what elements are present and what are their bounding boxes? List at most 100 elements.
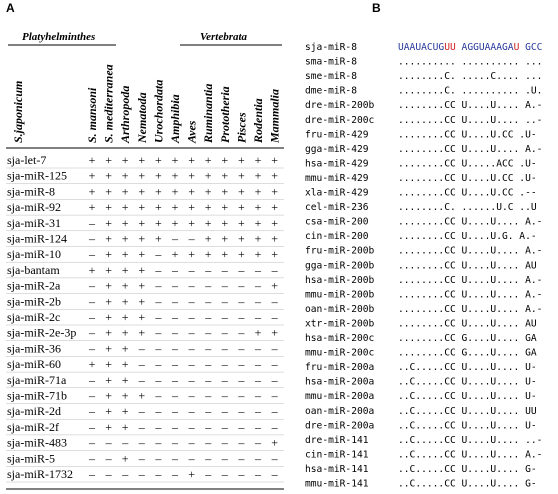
cell: –	[188, 373, 196, 387]
cell: +	[105, 169, 112, 183]
cell: +	[105, 216, 112, 230]
cell: –	[88, 420, 96, 434]
cell: +	[105, 247, 112, 261]
row-label: sja-miR-483	[7, 436, 67, 450]
cell: +	[271, 200, 278, 214]
cell: +	[138, 169, 145, 183]
cell: +	[122, 310, 129, 324]
column-header: Aves	[185, 120, 199, 144]
reference-sequence: UAAUACUGUU AGGUAAAGAU GCC	[398, 42, 543, 53]
cell: –	[138, 357, 146, 371]
cell: +	[138, 184, 145, 198]
cell: +	[238, 247, 245, 261]
cell: +	[122, 357, 129, 371]
panel-label: A	[6, 1, 15, 15]
cell: –	[88, 436, 96, 450]
cell: –	[271, 373, 279, 387]
sequence-name: sme-miR-8	[305, 71, 357, 82]
cell: –	[88, 279, 96, 293]
cell: –	[221, 404, 229, 418]
cell: +	[122, 341, 129, 355]
aligned-sequence: ........CC U....U.CC .--	[398, 188, 537, 199]
cell: +	[138, 389, 145, 403]
cell: –	[237, 310, 245, 324]
sequence-name: dre-miR-200a	[305, 420, 374, 431]
aligned-sequence: ..C.....CC U....U.... U-	[398, 377, 537, 388]
cell: +	[122, 326, 129, 340]
cell: –	[237, 436, 245, 450]
cell: –	[237, 279, 245, 293]
cell: +	[271, 279, 278, 293]
cell: +	[271, 153, 278, 167]
cell: –	[138, 341, 146, 355]
panel-a: S.japonicum S. mansoni S. mediterranea Arth…	[6, 64, 284, 483]
row-label: sja-miR-71a	[7, 373, 67, 387]
sequence-name: dre-miR-141	[305, 435, 369, 446]
cell: +	[122, 373, 129, 387]
cell: –	[221, 357, 229, 371]
cell: +	[188, 467, 195, 481]
row-label: sja-miR-2e-3p	[7, 326, 76, 340]
cell: –	[154, 310, 162, 324]
row-label: sja-miR-36	[7, 341, 61, 355]
sequence-segment: UAAUACUG	[398, 42, 444, 53]
column-header: S. mediterranea	[102, 64, 116, 143]
cell: –	[188, 232, 196, 246]
cell: +	[122, 389, 129, 403]
aligned-sequence: ..C.....CC U....U.... UU	[398, 406, 537, 417]
cell: –	[221, 294, 229, 308]
cell: –	[154, 420, 162, 434]
cell: –	[254, 467, 262, 481]
cell: –	[171, 310, 179, 324]
cell: –	[204, 310, 212, 324]
aligned-sequence: ..C.....CC U....U.... U-	[398, 362, 537, 373]
cell: –	[188, 279, 196, 293]
cell: –	[88, 294, 96, 308]
cell: –	[171, 373, 179, 387]
sequence-name: hsa-miR-429	[305, 158, 369, 169]
column-header: Ruminantia	[201, 84, 215, 144]
cell: –	[237, 389, 245, 403]
row-label: sja-miR-31	[7, 216, 61, 230]
column-header: S. mansoni	[85, 87, 99, 143]
cell: +	[221, 232, 228, 246]
cell: +	[105, 263, 112, 277]
cell: +	[221, 200, 228, 214]
cell: –	[221, 467, 229, 481]
cell: +	[122, 232, 129, 246]
cell: –	[171, 357, 179, 371]
cell: +	[238, 232, 245, 246]
cell: +	[221, 169, 228, 183]
cell: +	[155, 200, 162, 214]
cell: +	[138, 200, 145, 214]
cell: –	[204, 404, 212, 418]
cell: –	[154, 467, 162, 481]
cell: +	[138, 263, 145, 277]
cell: –	[237, 341, 245, 355]
aligned-sequence: ........CC U....U.... A.-	[398, 144, 542, 155]
cell: +	[205, 184, 212, 198]
column-header: Pisces	[234, 112, 248, 143]
cell: –	[204, 357, 212, 371]
cell: +	[172, 216, 179, 230]
cell: +	[138, 232, 145, 246]
cell: –	[154, 373, 162, 387]
sequence-name: xla-miR-429	[305, 188, 369, 199]
cell: –	[271, 420, 279, 434]
cell: +	[155, 169, 162, 183]
cell: –	[204, 294, 212, 308]
cell: +	[205, 153, 212, 167]
cell: +	[138, 294, 145, 308]
sequence-name: cin-miR-200	[305, 231, 369, 242]
aligned-sequence: ..C.....CC U....U.... U-	[398, 420, 537, 431]
cell: –	[171, 451, 179, 465]
cell: +	[89, 169, 96, 183]
cell: –	[88, 341, 96, 355]
column-header: Mammalia	[268, 89, 282, 144]
cell: –	[254, 436, 262, 450]
cell: –	[88, 326, 96, 340]
sequence-name: gga-miR-200b	[305, 260, 375, 271]
sequence-segment: GA	[502, 42, 514, 53]
cell: +	[188, 200, 195, 214]
row-label: sja-miR-1732	[7, 467, 73, 481]
